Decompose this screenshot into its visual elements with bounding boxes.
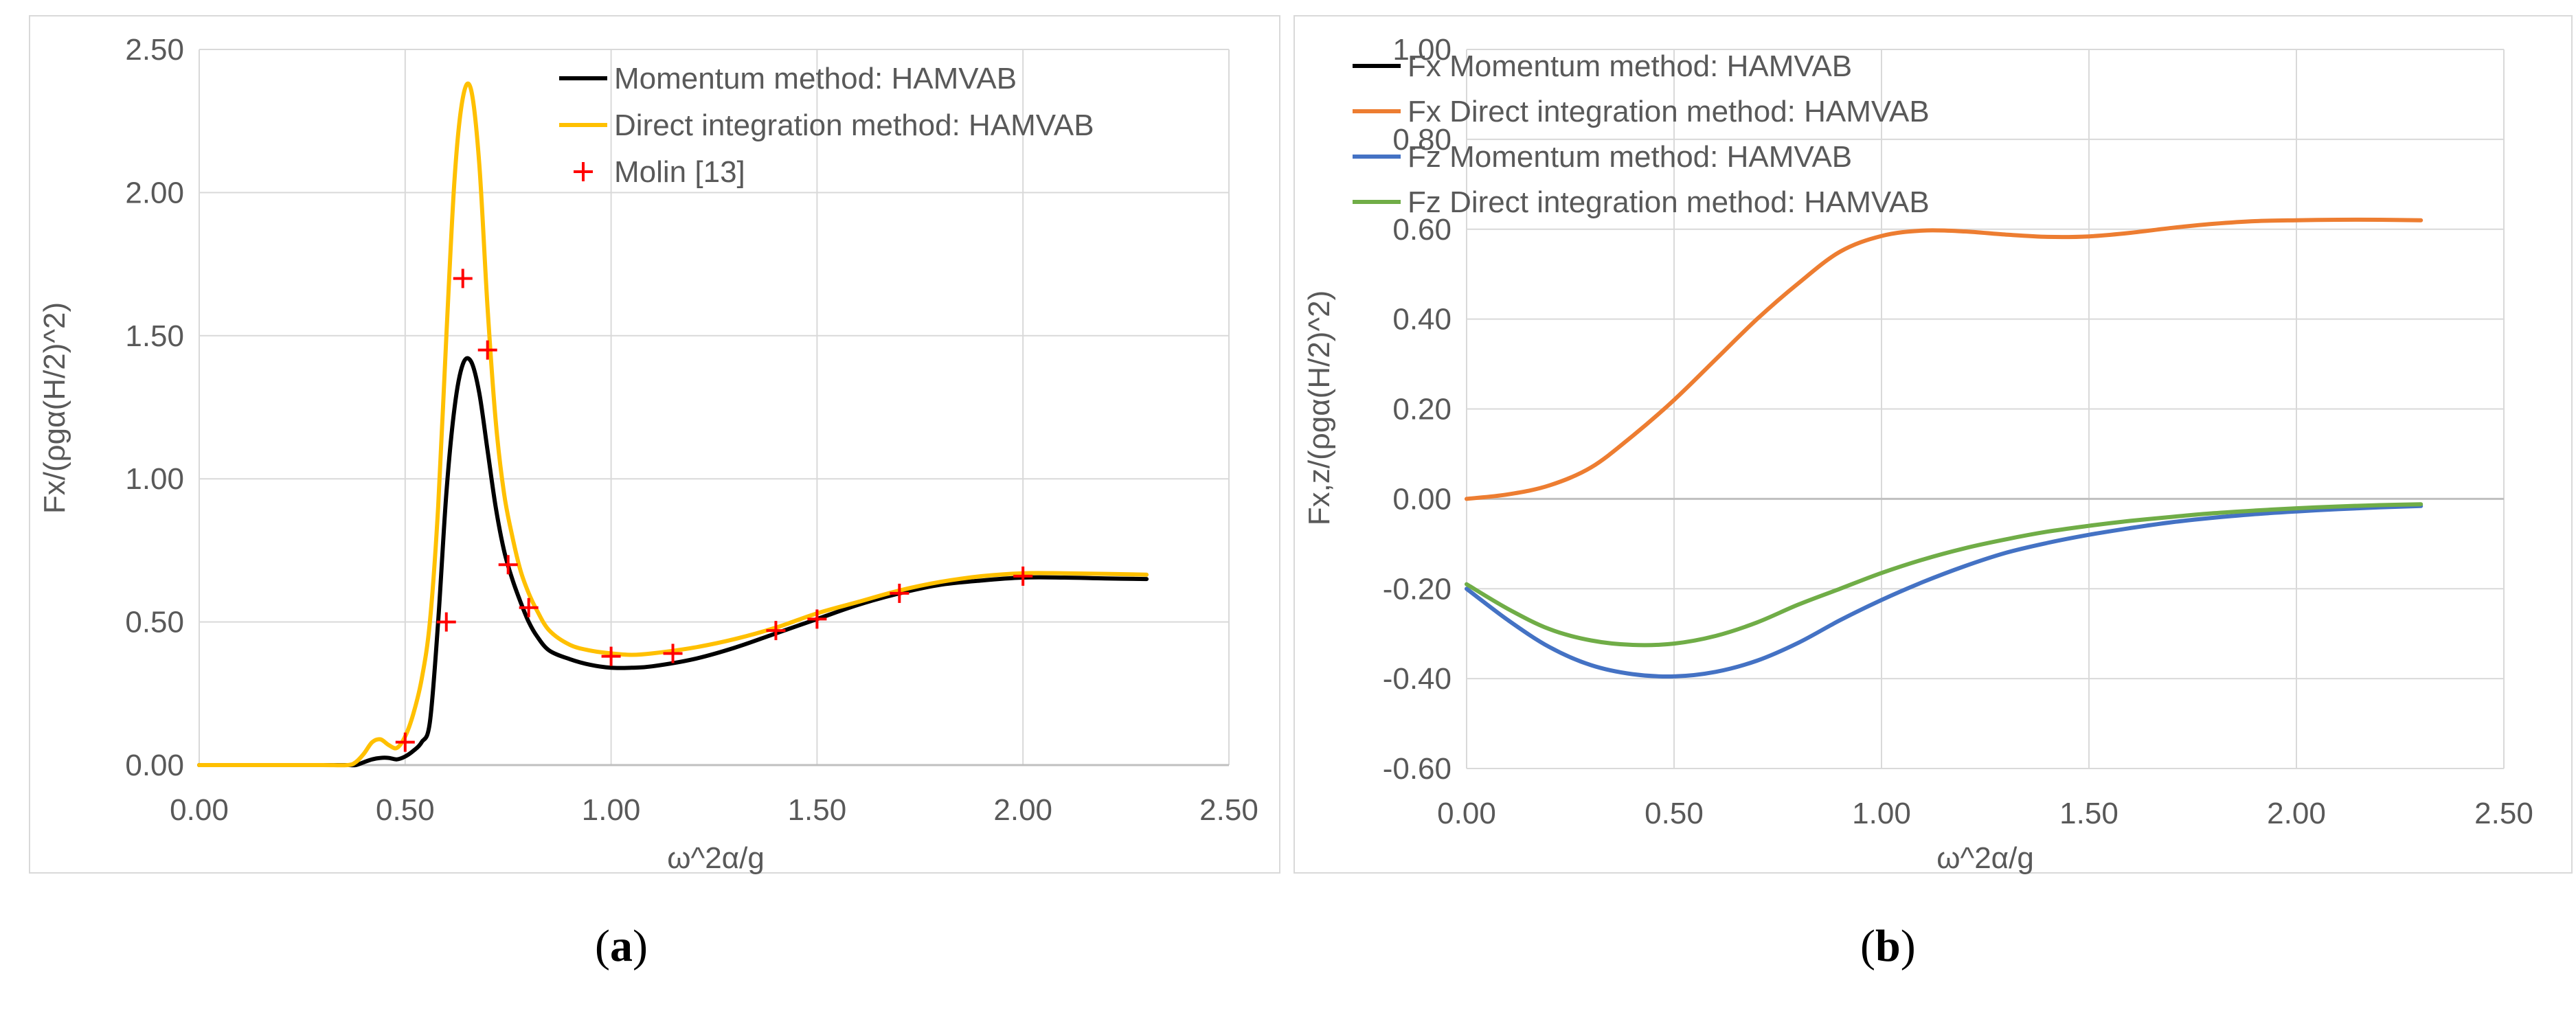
chart-a-y-tick-label: 1.00 — [125, 462, 184, 496]
chart-b-y-tick-label: -0.40 — [1383, 662, 1451, 696]
caption-a: (a) — [595, 921, 648, 971]
chart-b-x-tick-label: 2.00 — [2267, 797, 2326, 830]
chart-b-y-tick-label: 0.40 — [1392, 303, 1451, 337]
chart-b-x-tick-label: 1.50 — [2059, 797, 2119, 830]
chart-a-y-tick-label: 1.50 — [125, 319, 184, 353]
chart-a-series-3-point — [663, 644, 683, 663]
chart-a-x-tick-label: 2.50 — [1199, 793, 1258, 827]
chart-b-series-3-line — [1465, 503, 2424, 679]
chart-b-y-tick-label: 1.00 — [1392, 33, 1451, 67]
chart-b-legend-label-1: Fx Momentum method: HAMVAB — [1408, 49, 1852, 83]
chart-b-legend-label-3: Fz Momentum method: HAMVAB — [1408, 140, 1852, 174]
chart-a-y-tick-label: 0.00 — [125, 749, 184, 782]
chart-a-series-3-point — [477, 340, 497, 360]
chart-panel-b: 0.00 0.50 1.00 1.50 2.00 2.50 -0.60 -0.40 -0.20 0… — [1293, 15, 2573, 875]
chart-a-legend-label-3: Molin [13] — [614, 155, 745, 189]
caption-b-label: b — [1875, 921, 1901, 971]
chart-a-x-tick-label: 0.50 — [376, 793, 435, 827]
chart-b-series-4-line — [1465, 502, 2424, 648]
chart-b-y-tick-label: -0.20 — [1383, 572, 1451, 606]
caption-b: (b) — [1860, 921, 1916, 971]
chart-b-x-tick-label: 0.50 — [1645, 797, 1704, 830]
chart-a-series-3-point — [1013, 566, 1033, 586]
chart-a-y-tick-label: 0.50 — [125, 606, 184, 639]
chart-a-series-3-point — [890, 583, 909, 603]
chart-b-series-2-line — [1465, 217, 2424, 501]
chart-a-svg: 0.00 0.50 1.00 1.50 2.00 2.50 0.00 0.50 1.00 1.50… — [38, 33, 1258, 875]
chart-a-series-2-line — [197, 81, 1149, 768]
chart-a-y-tick-label: 2.50 — [125, 33, 184, 67]
chart-a-series-1-line — [197, 356, 1149, 768]
chart-a-y-axis-title: Fx/(ρgα(H/2)^2) — [38, 302, 71, 514]
chart-b-legend-label-4: Fz Direct integration method: HAMVAB — [1408, 185, 1930, 219]
chart-a-series-3-point — [519, 597, 539, 617]
chart-a-legend-label-2: Direct integration method: HAMVAB — [614, 109, 1094, 142]
chart-a-legend-label-1: Momentum method: HAMVAB — [614, 62, 1017, 95]
chart-b-x-tick-label: 2.50 — [2474, 797, 2533, 830]
chart-b-y-axis-title: Fx,z/(ρgα(H/2)^2) — [1302, 291, 1336, 525]
chart-a-x-tick-label: 2.00 — [993, 793, 1052, 827]
chart-a-series-3-point — [395, 732, 415, 752]
chart-b-y-tick-label: 0.00 — [1392, 482, 1451, 516]
chart-a-series-3-point — [601, 646, 621, 666]
chart-b-y-tick-label: 0.60 — [1392, 213, 1451, 247]
chart-a-series-3-point — [436, 612, 456, 632]
chart-a-x-axis-title: ω^2α/g — [667, 841, 765, 875]
chart-b-x-axis-title: ω^2α/g — [1936, 841, 2034, 875]
chart-a-x-tick-label: 1.00 — [582, 793, 641, 827]
chart-a-series-3-point — [498, 555, 518, 575]
chart-b-y-tick-label: 0.20 — [1392, 393, 1451, 426]
chart-a-series-3-point — [766, 621, 786, 641]
chart-a-series-3-point — [807, 609, 827, 629]
chart-b-x-tick-label: 0.00 — [1437, 797, 1496, 830]
chart-a-y-tick-label: 2.00 — [125, 176, 184, 209]
chart-b-x-tick-label: 1.00 — [1852, 797, 1911, 830]
chart-b-y-tick-label: 0.80 — [1392, 123, 1451, 157]
chart-b-svg: 0.00 0.50 1.00 1.50 2.00 2.50 -0.60 -0.40 -0.20 0… — [1302, 33, 2533, 875]
chart-panel-a: 0.00 0.50 1.00 1.50 2.00 2.50 0.00 0.50 1.00 1.50… — [29, 15, 1280, 875]
chart-a-x-tick-label: 1.50 — [788, 793, 847, 827]
chart-a-x-tick-label: 0.00 — [170, 793, 229, 827]
chart-a-series-3-point — [453, 269, 473, 288]
chart-b-y-tick-label: -0.60 — [1383, 752, 1451, 786]
caption-a-label: a — [609, 921, 633, 971]
chart-b-legend-label-2: Fx Direct integration method: HAMVAB — [1408, 95, 1930, 128]
